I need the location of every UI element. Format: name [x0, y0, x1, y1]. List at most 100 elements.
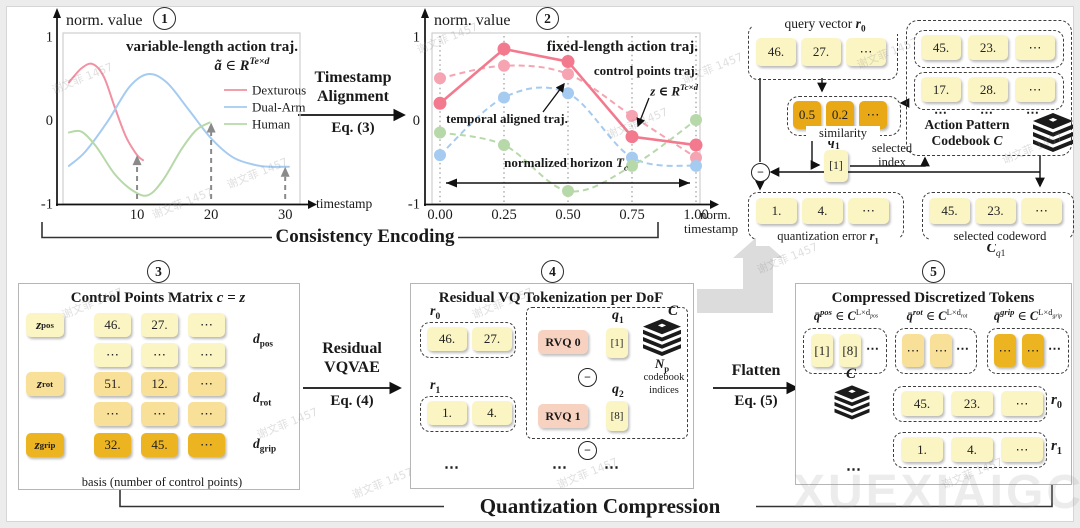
- chart2-xlabel-line2: timestamp: [684, 221, 739, 236]
- d-pos-label: dpos: [253, 331, 273, 349]
- codebook-var: C: [993, 133, 1003, 148]
- chart2-control-label: control points traj.: [593, 63, 698, 78]
- matrix-cell: 45.: [929, 198, 970, 224]
- head-exp: L×d: [946, 307, 961, 317]
- r0-sub: 0: [435, 311, 441, 322]
- head-in: ∈: [831, 309, 848, 324]
- matrix-cell: ⋯: [859, 101, 887, 129]
- d-var: d: [253, 436, 260, 451]
- qrot-token-box: [895, 328, 977, 374]
- r1-var: r: [1051, 438, 1057, 454]
- cw-subnum: 1: [1000, 248, 1006, 259]
- rvq0-module: RVQ 0: [538, 330, 588, 354]
- matrix-cell: ⋯: [188, 313, 225, 337]
- matrix-cell: 17.: [921, 77, 961, 102]
- head-q: q̄: [813, 309, 821, 324]
- flatten-line1: Flatten: [731, 362, 781, 379]
- matrix-cell: 23.: [975, 198, 1016, 224]
- quantization-error-cells: 1. 4. ⋯: [756, 198, 889, 224]
- s4-codebook-var: C: [668, 303, 679, 319]
- codebook-title-line1: Action Pattern: [924, 117, 1010, 132]
- s5-codebook-var: C: [846, 366, 857, 382]
- subtract-node: −: [578, 368, 597, 387]
- matrix-cell: ⋯: [188, 372, 225, 396]
- section4-box: [410, 283, 694, 489]
- chart2-number: 2: [536, 7, 559, 30]
- q1-label: q1: [828, 134, 840, 152]
- z-pos-label: z pos: [26, 313, 64, 337]
- section3-title: Control Points Matrix c = z: [28, 290, 288, 307]
- cb-line1: codebook: [643, 372, 685, 383]
- codebook-box: [906, 20, 1072, 156]
- head-sup: rot: [912, 307, 923, 317]
- s4-ellipsis: ⋯: [444, 460, 460, 476]
- matrix-cell: 4.: [951, 437, 993, 462]
- codebook-row1-cells: 45. 23. ⋯: [921, 35, 1055, 60]
- z-sub: pos: [41, 320, 54, 330]
- z-rot-label: z rot: [26, 372, 64, 396]
- q1-index-cell: [1]: [606, 328, 628, 358]
- s4-q2-label: q2: [612, 382, 624, 400]
- matrix-cell: ⋯: [846, 38, 886, 66]
- selected-codeword-cells: 45. 23. ⋯: [929, 198, 1062, 224]
- head-exp: L×d: [855, 307, 871, 317]
- matrix-cell: 45.: [901, 391, 943, 416]
- rvq1-module: RVQ 1: [538, 404, 588, 428]
- chart2-z-formula: z ∈ RTc×d: [568, 82, 698, 99]
- d-grip-label: dgrip: [253, 436, 276, 454]
- matrix-cell: 27.: [472, 327, 512, 351]
- matrix-cell: 4.: [472, 401, 512, 425]
- matrix-cell: ⋯: [848, 198, 889, 224]
- matrix-cell: 4.: [802, 198, 843, 224]
- matrix-cell: 45.: [921, 35, 961, 60]
- horizon-pre: normalized horizon: [504, 155, 617, 170]
- z-var: z: [36, 317, 42, 332]
- query-vector-label-text: query vector: [784, 16, 856, 31]
- section5-title: Compressed Discretized Tokens: [831, 290, 1035, 306]
- codebook-row2-box: [914, 72, 1064, 110]
- codebook-icon: [832, 384, 872, 420]
- matrix-cell: 46.: [756, 38, 796, 66]
- matrix-cell: 27.: [801, 38, 841, 66]
- qrot-head: q̄rot ∈ CL×drot: [892, 307, 982, 324]
- codebook-icon: [1030, 112, 1076, 152]
- head-sub: grip: [1052, 313, 1063, 320]
- selected-codeword-symbol: Cq1: [956, 241, 1036, 259]
- quantization-error-label: quantization error r1: [756, 229, 900, 246]
- q2-sub: 2: [619, 389, 624, 400]
- s3-title-var: c = z: [216, 290, 246, 306]
- matrix-row: 32. 45. ⋯: [94, 433, 225, 457]
- rvq-module-box: [526, 307, 688, 439]
- matrix-row: ⋯ ⋯ ⋯: [94, 402, 225, 426]
- matrix-cell: ⋯: [994, 334, 1016, 367]
- chart2-ylabel: norm. value: [434, 12, 511, 29]
- codebook-ellipsis: ⋯: [934, 105, 948, 120]
- subtract-node: −: [578, 441, 597, 460]
- matrix-cell: ⋯: [902, 334, 924, 367]
- matrix-cell: ⋯: [1001, 437, 1043, 462]
- selected-index-line1: selected: [871, 141, 913, 155]
- qpos-head: q̄pos ∈ CL×dpos: [798, 307, 894, 324]
- q1-index-cell: [1]: [824, 150, 848, 182]
- chart1-ylabel: norm. value: [66, 12, 143, 29]
- flatten-eq: Eq. (5): [734, 393, 778, 409]
- qgrip-ellipsis: ⋯: [1048, 341, 1062, 356]
- s4-r0-label: r0: [430, 304, 440, 322]
- matrix-cell: ⋯: [94, 402, 131, 426]
- q1-var: q: [612, 308, 619, 323]
- r0-var: r: [855, 16, 861, 31]
- selected-index-line2: index: [878, 155, 906, 169]
- r1-sub: 1: [435, 385, 441, 396]
- s5-r1-box: [893, 432, 1047, 468]
- r1-var: r: [430, 378, 436, 393]
- selected-codeword-label: selected codeword: [930, 229, 1070, 244]
- z-grip-label: z grip: [26, 433, 64, 457]
- codebook-word: Codebook: [931, 133, 994, 148]
- d-sub: grip: [259, 443, 277, 454]
- chart1-xlabel: timestamp: [316, 196, 373, 211]
- np-var: N: [654, 356, 665, 371]
- matrix-cell: 46.: [94, 313, 131, 337]
- formula-sup: Tc×d: [680, 82, 698, 92]
- formula-set: R: [239, 57, 250, 74]
